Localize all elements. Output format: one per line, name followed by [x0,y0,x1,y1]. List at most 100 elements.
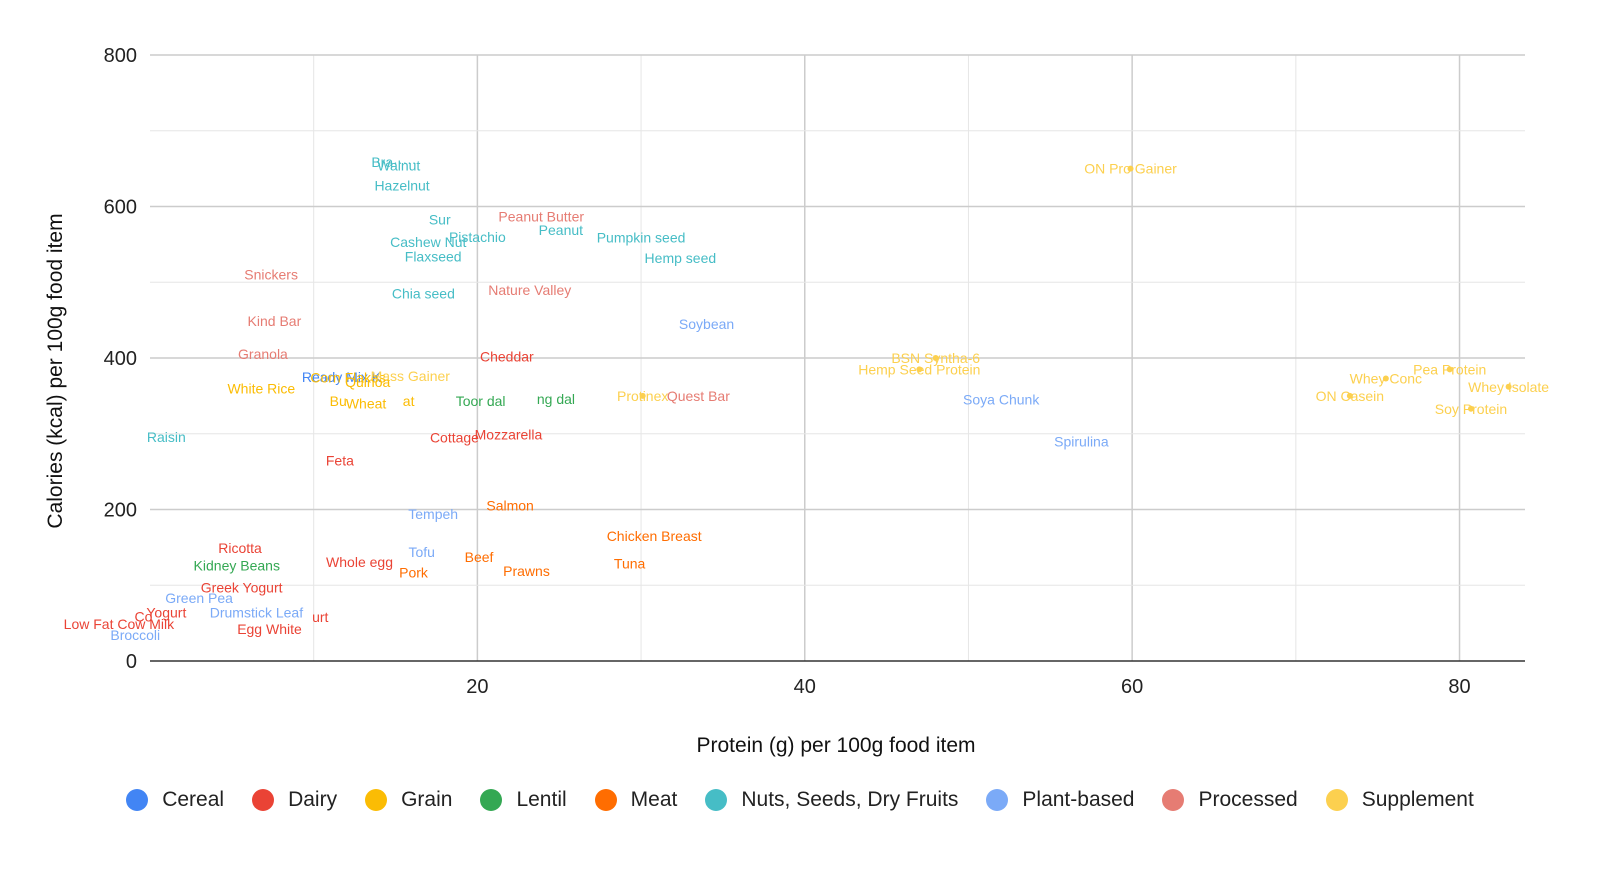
legend-item[interactable]: Nuts, Seeds, Dry Fruits [705,788,958,812]
data-point [639,392,646,399]
legend-item[interactable]: Processed [1162,788,1298,812]
data-label: Ricotta [218,540,262,556]
data-label: Mozzarella [475,427,543,443]
data-label: Whey Conc [1350,370,1422,386]
data-label: Flaxseed [405,248,462,264]
x-axis-title: Protein (g) per 100g food item [697,734,976,757]
legend-swatch [480,789,503,811]
data-label: ON Casein [1316,388,1384,404]
data-label: Quest Bar [667,388,730,404]
data-label: Tempeh [408,506,458,522]
data-label: Soy Protein [1435,401,1507,417]
data-label: Snickers [244,267,298,283]
data-label: Peanut [539,222,583,238]
data-label: Ready Mix K [302,369,382,385]
data-label: Raisin [147,429,186,445]
legend-swatch [986,789,1009,811]
legend-item[interactable]: Supplement [1325,788,1474,812]
legend-label: Dairy [288,788,338,811]
y-tick-label: 600 [104,197,137,219]
legend-label: Meat [630,788,678,811]
legend-label: Supplement [1361,788,1474,811]
data-label: Quinoa [345,374,390,390]
data-point [916,366,923,373]
data-label: Nature Valley [488,282,571,298]
data-points [639,165,1512,412]
legend-label: Lentil [516,788,567,811]
data-label: Cashew Nut [390,234,466,250]
legend-item[interactable]: Lentil [480,788,567,812]
legend-item[interactable]: Cereal [126,788,224,812]
legend-item[interactable]: Meat [594,788,678,812]
y-tick-label: 200 [104,500,137,522]
data-label: ng dal [537,391,575,407]
grid [150,54,1525,661]
data-label: Egg White [237,621,302,637]
legend-label: Plant-based [1022,788,1135,811]
data-point [932,355,939,361]
x-tick-label: 60 [1121,676,1143,698]
data-label: Kidney Beans [194,558,280,574]
y-tick-label: 800 [104,45,137,67]
data-point [1467,405,1474,412]
data-label: ON Pro Gainer [1084,161,1177,177]
data-label: Green Pea [165,590,233,606]
legend-item[interactable]: Dairy [252,788,337,812]
data-label: Soybean [679,316,734,332]
data-label: Hemp seed [645,250,717,266]
legend-swatch [126,789,149,811]
data-point [1382,375,1389,382]
data-label: Sur [429,211,451,227]
legend-swatch [1325,789,1348,811]
data-label: Cottage [430,430,479,446]
data-label: Pistachio [449,229,506,245]
data-label: Protinex [617,388,668,404]
data-label: Feta [326,452,354,468]
y-axis-title: Calories (kcal) per 100g food item [44,213,67,528]
x-tick-label: 80 [1448,676,1470,698]
data-label: Hazelnut [374,177,429,193]
x-tick-label: 40 [794,676,816,698]
data-label: Yogurt [146,605,186,621]
data-labels: Bra·····Walnut Hazelnut ON Pro Gainer Sur Pe… [64,154,1550,643]
legend-item[interactable]: Grain [365,788,452,812]
data-label: Kind Bar [248,313,302,329]
data-point [1446,366,1453,373]
data-label: Beef [465,549,494,565]
data-label: urt [312,609,328,625]
data-label: Low Fat Cow Milk [64,616,175,632]
data-label: Whole egg [326,554,393,570]
legend-label: Processed [1198,788,1298,811]
legend-swatch [705,789,728,811]
data-label: Toor dal [456,393,506,409]
chart-legend: Cereal Dairy Grain Lentil Meat Nuts, Seeds, D… [0,780,1600,820]
data-label: Greek Yogurt [201,580,283,596]
data-label: Soya Chunk [963,392,1040,408]
data-label: Bra····· [371,154,416,170]
data-label: Broccoli [110,627,160,643]
data-label: Chia seed [392,286,455,302]
data-label: White Rice [227,380,295,396]
data-label: Pumpkin seed [597,230,686,246]
data-label: Hemp Seed Protein [858,361,980,377]
data-label: Tofu [408,544,434,560]
legend-item[interactable]: Plant-based [986,788,1134,812]
y-tick-label: 0 [126,651,137,673]
data-label: Granola [238,346,288,362]
data-label: Whey Isolate [1468,379,1549,395]
data-label: at [403,393,415,409]
y-tick-label: 400 [104,348,137,370]
legend-swatch [594,789,617,811]
legend-swatch [252,789,275,811]
legend-swatch [1162,789,1185,811]
data-label: Tuna [614,555,646,571]
data-label: Corn Flakes [310,370,385,386]
legend-label: Grain [401,788,453,811]
legend-label: Nuts, Seeds, Dry Fruits [741,788,959,811]
data-point [1346,392,1353,399]
data-label: Cheddar [480,348,534,364]
data-label: Spirulina [1054,433,1109,449]
data-point [1127,165,1134,172]
